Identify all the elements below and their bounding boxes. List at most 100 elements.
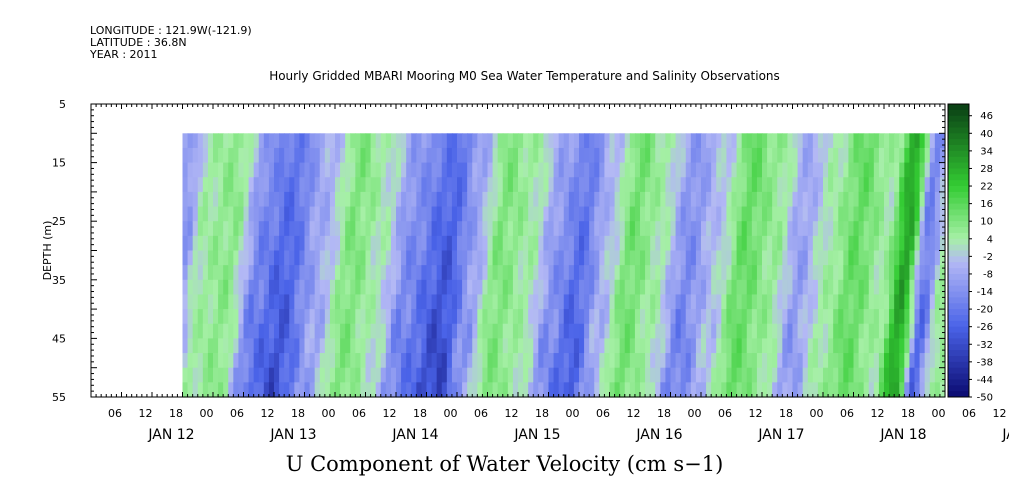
heatmap-cell	[487, 162, 494, 178]
heatmap-cell	[284, 133, 290, 149]
heatmap-cell	[889, 133, 895, 149]
heatmap-cell	[812, 382, 819, 398]
heatmap-cell	[721, 147, 728, 164]
heatmap-cell	[512, 382, 519, 398]
heatmap-cell	[268, 162, 275, 178]
heatmap-cell	[873, 353, 880, 369]
heatmap-cell	[899, 294, 905, 310]
heatmap-cell	[279, 323, 285, 339]
heatmap-cell	[609, 250, 616, 266]
heatmap-cell	[416, 279, 423, 296]
heatmap-cell	[396, 323, 402, 339]
heatmap-cell	[548, 206, 555, 222]
heatmap-cell	[934, 353, 941, 369]
colorbar-label: -8	[983, 269, 993, 280]
heatmap-cell	[690, 177, 697, 193]
heatmap-cell	[274, 294, 280, 310]
heatmap-cell	[462, 338, 468, 354]
heatmap-cell	[746, 235, 753, 252]
heatmap-cell	[868, 177, 875, 193]
heatmap-cell	[782, 382, 789, 398]
heatmap-cell	[543, 235, 550, 252]
heatmap-cell	[848, 294, 855, 310]
heatmap-cell	[685, 133, 692, 149]
heatmap-cell	[711, 162, 717, 178]
heatmap-cell	[873, 265, 880, 281]
heatmap-cell	[802, 221, 809, 237]
heatmap-cell	[695, 309, 702, 325]
heatmap-cell	[594, 265, 600, 281]
heatmap-cell	[523, 177, 529, 193]
heatmap-cell	[385, 235, 392, 252]
heatmap-cell	[665, 294, 672, 310]
heatmap-cell	[894, 309, 900, 325]
heatmap-cell	[731, 235, 738, 252]
heatmap-cell	[629, 147, 636, 164]
heatmap-cell	[223, 206, 229, 222]
heatmap-cell	[365, 367, 372, 383]
heatmap-cell	[548, 250, 555, 266]
heatmap-cell	[548, 294, 555, 310]
heatmap-cell	[701, 294, 707, 310]
heatmap-cell	[182, 177, 189, 193]
heatmap-cell	[609, 235, 616, 252]
heatmap-cell	[523, 235, 529, 252]
heatmap-cell	[329, 133, 336, 149]
heatmap-cell	[202, 309, 209, 325]
heatmap-cell	[711, 309, 717, 325]
heatmap-cell	[543, 206, 550, 222]
heatmap-cell	[584, 367, 590, 383]
heatmap-cell	[218, 250, 224, 266]
heatmap-cell	[406, 133, 412, 149]
heatmap-cell	[309, 191, 316, 208]
heatmap-cell	[492, 133, 499, 149]
heatmap-cell	[807, 250, 814, 266]
heatmap-cell	[873, 382, 880, 398]
heatmap-cell	[304, 294, 311, 310]
heatmap-cell	[187, 323, 194, 339]
heatmap-cell	[365, 133, 372, 149]
heatmap-cell	[248, 250, 255, 266]
heatmap-cell	[884, 206, 890, 222]
colorbar-label: -50	[977, 393, 993, 404]
x-date-label: JAN 15	[513, 427, 560, 443]
heatmap-cell	[238, 235, 245, 252]
heatmap-cell	[553, 221, 560, 237]
heatmap-cell	[695, 279, 702, 296]
heatmap-cell	[756, 191, 763, 208]
heatmap-cell	[848, 133, 855, 149]
heatmap-cell	[223, 162, 229, 178]
heatmap-cell	[563, 309, 570, 325]
heatmap-cell	[248, 206, 255, 222]
heatmap-cell	[390, 221, 397, 237]
heatmap-cell	[258, 177, 265, 193]
heatmap-cell	[518, 235, 524, 252]
heatmap-cell	[563, 147, 570, 164]
heatmap-cell	[360, 191, 367, 208]
heatmap-cell	[218, 235, 224, 252]
heatmap-cell	[289, 338, 295, 354]
heatmap-cell	[894, 177, 900, 193]
heatmap-cell	[772, 309, 778, 325]
heatmap-cell	[741, 147, 748, 164]
heatmap-cell	[706, 279, 712, 296]
heatmap-cell	[650, 353, 656, 369]
heatmap-cell	[497, 382, 504, 398]
heatmap-cell	[218, 133, 224, 149]
heatmap-cell	[426, 367, 433, 383]
heatmap-cell	[507, 250, 514, 266]
heatmap-cell	[375, 265, 382, 281]
heatmap-cell	[594, 177, 600, 193]
heatmap-cell	[619, 265, 626, 281]
heatmap-cell	[838, 353, 844, 369]
heatmap-cell	[762, 250, 768, 266]
heatmap-cell	[787, 338, 794, 354]
heatmap-cell	[594, 221, 600, 237]
heatmap-cell	[655, 323, 661, 339]
heatmap-cell	[238, 367, 245, 383]
heatmap-cell	[197, 323, 204, 339]
heatmap-cell	[411, 367, 417, 383]
heatmap-cell	[233, 133, 240, 149]
heatmap-cell	[751, 147, 758, 164]
heatmap-cell	[782, 294, 789, 310]
